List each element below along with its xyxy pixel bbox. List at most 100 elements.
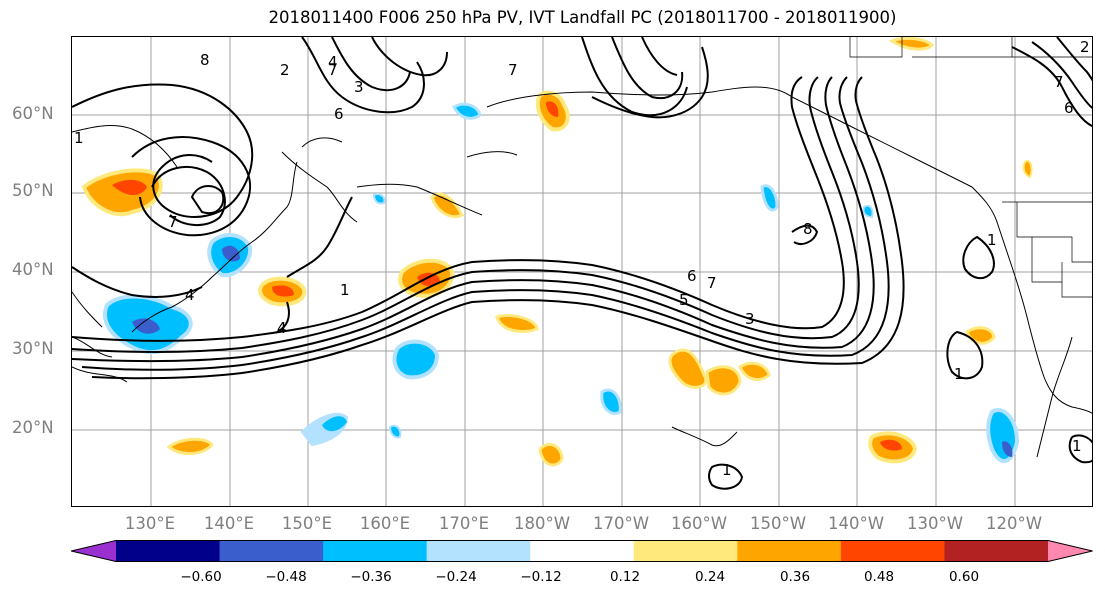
- positive-anomaly: [166, 437, 214, 455]
- positive-anomaly: [738, 361, 771, 381]
- coastline-aleutians: [356, 151, 518, 216]
- contour-label: 8: [200, 51, 210, 69]
- pv-contour: [708, 463, 744, 490]
- negative-anomaly: [862, 204, 874, 219]
- contour-label: 5: [679, 291, 689, 309]
- border-line: [1016, 202, 1092, 263]
- contour-label: 2: [1080, 38, 1090, 56]
- contour-label: 1: [722, 461, 732, 479]
- lon-label: 160°E: [359, 514, 411, 533]
- colorbar-tick-label: −0.48: [265, 569, 307, 585]
- pv-contour: [946, 330, 984, 380]
- colorbar-tick-label: 0.24: [694, 569, 726, 585]
- contour-label: 1: [987, 231, 997, 249]
- contour-label: 6: [334, 105, 344, 123]
- lon-label: 140°W: [827, 514, 885, 533]
- colorbar-tick-label: −0.36: [350, 569, 392, 585]
- border-line: [849, 37, 903, 58]
- shading-layer: [81, 37, 1033, 467]
- negative-anomaly: [388, 424, 402, 439]
- pv-contour: [791, 224, 819, 245]
- lon-label: 130°E: [124, 514, 176, 533]
- colorbar-segment: [840, 540, 946, 562]
- negative-anomaly: [986, 408, 1020, 463]
- coastline-layer: [72, 86, 1092, 458]
- colorbar-segment: [219, 540, 324, 562]
- positive-anomaly: [1022, 159, 1033, 179]
- colorbar-segment: [71, 540, 116, 562]
- lon-label: 140°E: [203, 514, 255, 533]
- contour-label: 4: [185, 286, 195, 304]
- lat-label-50n: 50°N: [12, 181, 54, 200]
- positive-anomaly: [538, 443, 564, 467]
- contour-label-layer: 8 7 4 3 6 2 7 1 4 7 4 1 6 5 7 3 8 1 1 1 …: [74, 38, 1090, 479]
- colorbar-outline: [71, 540, 1093, 562]
- contour-label: 1: [74, 129, 84, 147]
- positive-anomaly: [705, 365, 742, 396]
- colorbar-segment: [530, 540, 635, 562]
- lat-label-60n: 60°N: [12, 104, 54, 123]
- colorbar-segment: [323, 540, 428, 562]
- colorbar-tick-label: 0.60: [948, 569, 980, 585]
- colorbar-segment: [426, 540, 531, 562]
- pv-contour: [72, 76, 875, 363]
- pv-contour: [131, 136, 252, 237]
- lon-label: 180°W: [513, 514, 571, 533]
- colorbar-tick-label: −0.60: [180, 569, 222, 585]
- negative-anomaly-core: [132, 318, 160, 334]
- pv-contour: [72, 83, 254, 218]
- pv-contour: [1011, 37, 1092, 128]
- coastline-japan: [131, 161, 298, 333]
- lon-label: 130°W: [906, 514, 964, 533]
- positive-anomaly-core: [272, 285, 294, 297]
- negative-anomaly: [760, 184, 779, 212]
- lon-label: 170°W: [592, 514, 650, 533]
- negative-anomaly: [322, 416, 347, 432]
- lon-label: 150°E: [281, 514, 333, 533]
- positive-anomaly: [668, 348, 708, 389]
- colorbar-segments: [71, 540, 1093, 562]
- pv-contour: [72, 266, 203, 298]
- pv-contour: [151, 166, 226, 226]
- contour-label: 6: [687, 267, 697, 285]
- lon-label: 150°W: [749, 514, 807, 533]
- border-line: [1061, 262, 1092, 298]
- negative-anomaly: [372, 193, 386, 205]
- contour-label: 7: [1054, 73, 1064, 91]
- colorbar-tick-label: 0.12: [609, 569, 641, 585]
- contour-label: 1: [1072, 437, 1082, 455]
- contour-label: 8: [803, 220, 813, 238]
- lon-label: 160°W: [670, 514, 728, 533]
- positive-anomaly: [430, 192, 465, 219]
- positive-anomaly: [495, 314, 539, 333]
- negative-anomaly-core: [1002, 441, 1013, 457]
- pv-contour-layer: [72, 37, 1092, 490]
- positive-anomaly-core: [546, 101, 559, 117]
- pv-contour: [591, 46, 709, 119]
- pv-contour: [301, 37, 425, 114]
- contour-label: 4: [277, 319, 287, 337]
- pv-contour: [72, 76, 845, 342]
- coastline-kamchatka: [281, 137, 358, 223]
- colorbar-segment: [116, 540, 221, 562]
- colorbar-tick-label: 0.48: [863, 569, 895, 585]
- contour-label: 3: [745, 310, 755, 328]
- contour-label: 6: [1064, 99, 1074, 117]
- contour-label: 1: [954, 365, 964, 383]
- lat-label-20n: 20°N: [12, 418, 54, 437]
- map-canvas: 8 7 4 3 6 2 7 1 4 7 4 1 6 5 7 3 8 1 1 1 …: [72, 37, 1092, 506]
- lat-label-40n: 40°N: [12, 260, 54, 279]
- contour-label: 7: [508, 61, 518, 79]
- map-title: 2018011400 F006 250 hPa PV, IVT Landfall…: [268, 8, 897, 27]
- negative-anomaly: [600, 388, 622, 415]
- contour-label: 7: [328, 61, 338, 79]
- lon-label: 170°E: [438, 514, 490, 533]
- pv-contour: [1068, 434, 1092, 464]
- colorbar-segment: [633, 540, 738, 562]
- contour-label: 7: [707, 274, 717, 292]
- lon-label: 120°W: [985, 514, 1043, 533]
- map-panel: 8 7 4 3 6 2 7 1 4 7 4 1 6 5 7 3 8 1 1 1 …: [71, 36, 1093, 507]
- contour-label: 3: [354, 78, 364, 96]
- pv-contour: [190, 185, 225, 215]
- colorbar-segment: [1048, 540, 1093, 562]
